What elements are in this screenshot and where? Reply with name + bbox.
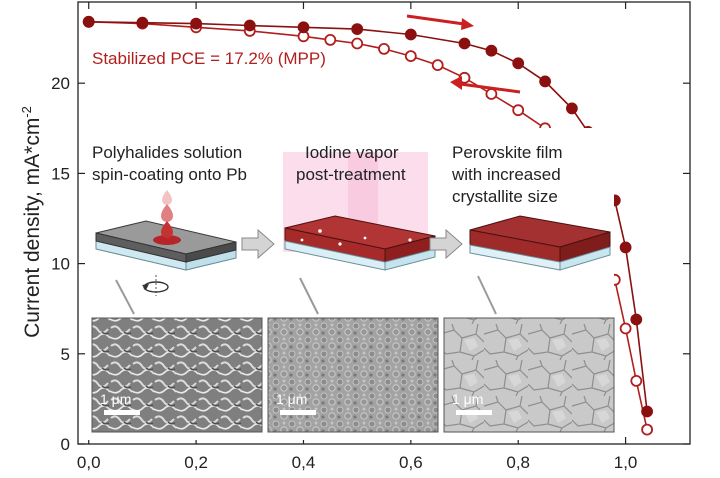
spin-arrow-icon: [142, 275, 169, 296]
scale-bar-2: [280, 410, 316, 415]
reverse-scan-point: [512, 57, 525, 70]
reverse-scan-point: [566, 102, 578, 115]
forward-scan-point: [512, 104, 525, 117]
reverse-scan-point: [190, 17, 203, 30]
sem-connectors: [115, 275, 497, 315]
substrate-vapor-film: [284, 215, 436, 271]
reverse-scan-point: [458, 37, 471, 50]
step1-text: Polyhalides solution spin-coating onto P…: [92, 143, 247, 184]
process-arrow-1-icon: [241, 228, 275, 260]
reverse-scan-arrow-icon: [450, 76, 521, 94]
forward-scan-point: [404, 50, 417, 62]
scale-bar-1: [104, 410, 140, 415]
plot-frame: [77, 1, 691, 445]
forward-scan-point: [324, 34, 337, 46]
forward-scan-point: [641, 423, 653, 436]
reverse-scan-point: [243, 19, 256, 32]
scale-bar-label-1: 1 μm: [100, 391, 131, 407]
reverse-scan-point: [404, 28, 417, 41]
forward-scan-point: [378, 43, 390, 55]
forward-scan-point: [351, 37, 364, 50]
scale-bar-3: [456, 410, 492, 415]
y-tick-label: 10: [51, 255, 70, 274]
step2-text: Iodine vapor post-treatment: [296, 143, 406, 184]
sem-image-2: 1 μm: [267, 317, 439, 433]
x-tick-label: 0,0: [77, 453, 101, 472]
axes: 0,0 0,2 0,4 0,6 0,8 1,0 0 5 10 15 20: [51, 2, 690, 472]
x-tick-label: 1,0: [614, 453, 638, 472]
reverse-scan-point: [351, 23, 364, 36]
substrate-perovskite-film: [469, 215, 611, 271]
step3-text: Perovskite film with increased crystalli…: [451, 143, 567, 206]
reverse-scan-point: [619, 241, 632, 254]
sem-image-1: 1 μm: [91, 317, 263, 433]
droplets-icon: [161, 190, 173, 238]
y-tick-label: 0: [61, 435, 70, 454]
scale-bar-label-3: 1 μm: [452, 391, 483, 407]
x-tick-label: 0,4: [292, 453, 316, 472]
y-tick-label: 20: [51, 74, 70, 93]
series-layer: [82, 15, 653, 436]
process-arrow-2-icon: [429, 228, 463, 260]
pce-annotation: Stabilized PCE = 17.2% (MPP): [92, 49, 326, 68]
reverse-scan-point: [539, 75, 551, 88]
reverse-scan-point: [297, 21, 310, 34]
reverse-scan-line: [88, 21, 648, 412]
reverse-scan-point: [641, 405, 653, 418]
forward-scan-point: [630, 374, 643, 387]
forward-scan-point: [431, 59, 444, 71]
x-tick-label: 0,2: [184, 453, 208, 472]
x-tick-label: 0,8: [506, 453, 530, 472]
process-inset: Polyhalides solution spin-coating onto P…: [86, 128, 615, 440]
scale-bar-label-2: 1 μm: [276, 391, 307, 407]
sem-image-3: 1 μm: [443, 317, 615, 433]
forward-scan-point: [619, 322, 632, 335]
reverse-scan-point: [485, 44, 498, 57]
y-axis-label: Current density, mA*cm-2: [19, 106, 44, 338]
forward-scan-arrow-icon: [406, 14, 474, 30]
y-tick-label: 5: [61, 345, 70, 364]
substrate-pb-film: [95, 220, 237, 271]
reverse-scan-point: [630, 313, 643, 326]
y-tick-label: 15: [51, 164, 70, 183]
forward-scan-point: [485, 88, 498, 100]
reverse-scan-point: [82, 15, 95, 28]
reverse-scan-point: [136, 16, 149, 29]
x-tick-label: 0,6: [399, 453, 423, 472]
